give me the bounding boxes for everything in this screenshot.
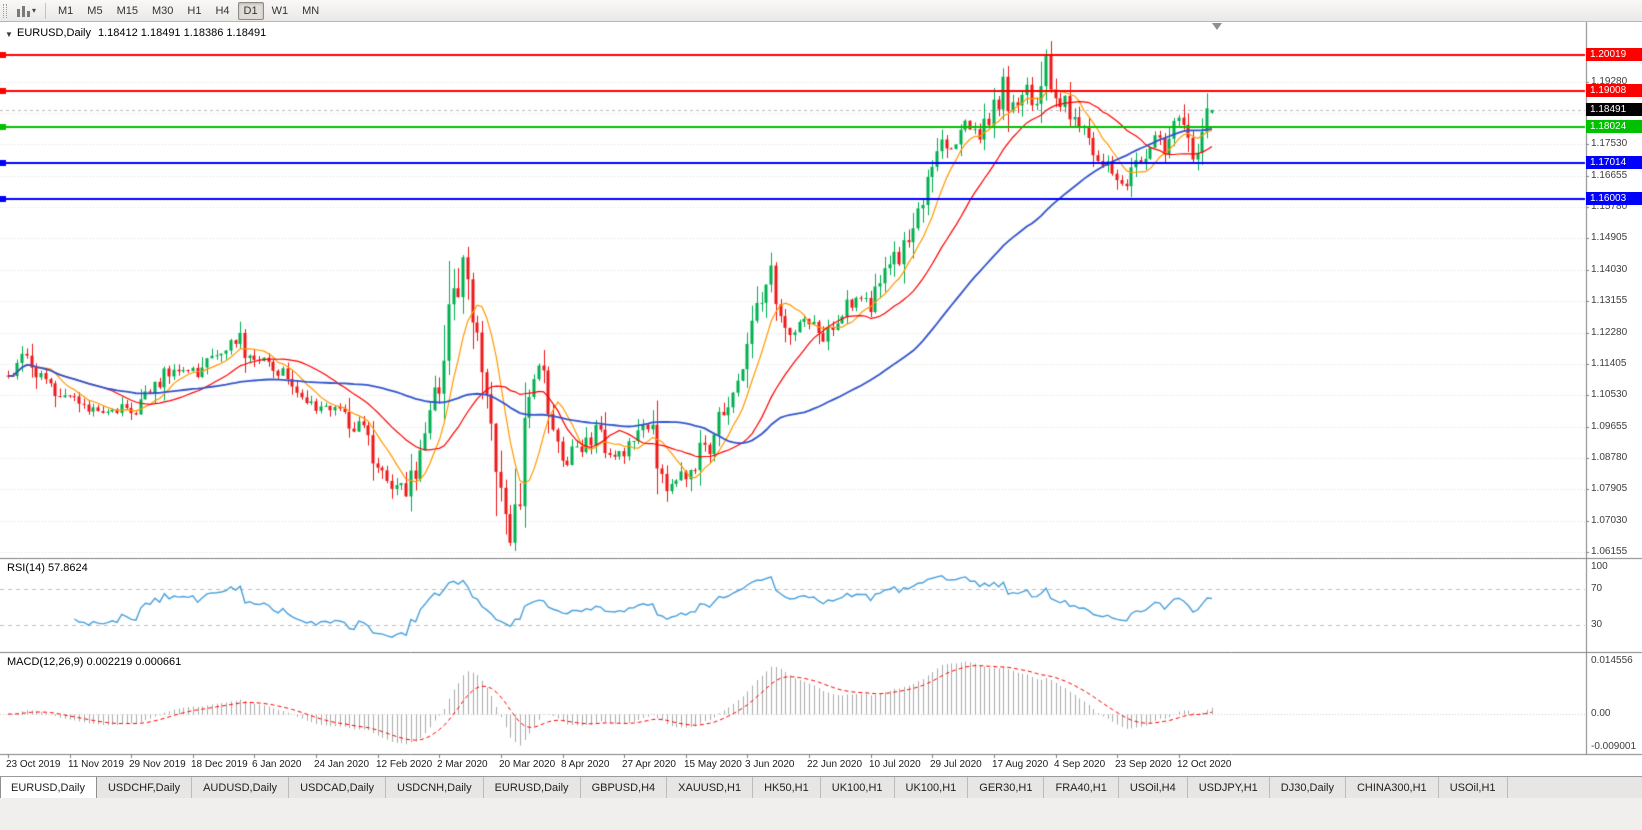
price-scale-label: 1.14905 [1591,232,1628,243]
rsi-scale-label: 100 [1591,561,1608,572]
chart-window: ▼ EURUSD,Daily 1.18412 1.18491 1.18386 1.… [0,22,1642,776]
one-click-trading-arrow-icon[interactable]: ▼ [5,30,13,39]
price-chart-canvas[interactable] [0,22,1642,776]
date-axis-label: 18 Dec 2019 [191,759,248,770]
chart-ohlc-values: 1.18412 1.18491 1.18386 1.18491 [97,27,267,39]
chart-title: EURUSD,Daily 1.18412 1.18491 1.18386 1.18… [17,27,273,39]
macd-scale-label: 0.00 [1591,708,1611,719]
bar-chart-icon [17,5,30,17]
chart-tab-ger30-h1[interactable]: GER30,H1 [968,777,1045,798]
date-axis-label: 8 Apr 2020 [561,759,610,770]
date-axis-label: 10 Jul 2020 [869,759,921,770]
date-axis-label: 29 Nov 2019 [129,759,186,770]
price-scale-label: 1.13155 [1591,295,1628,306]
period-button-D1[interactable]: D1 [237,1,264,20]
date-axis-label: 24 Jan 2020 [314,759,370,770]
chart-tab-audusd-daily[interactable]: AUDUSD,Daily [192,777,290,798]
macd-scale-label: -0.009001 [1591,741,1637,752]
date-axis-label: 11 Nov 2019 [68,759,124,770]
chart-tab-uk100-h1[interactable]: UK100,H1 [894,777,969,798]
date-axis-label: 29 Jul 2020 [930,759,982,770]
period-button-W1[interactable]: W1 [271,4,289,17]
macd-scale-label: 0.014556 [1591,655,1633,666]
price-scale-label: 1.16655 [1591,170,1628,181]
date-axis-label: 23 Oct 2019 [6,759,61,770]
chart-tab-usoil-h4[interactable]: USOil,H4 [1118,777,1188,798]
chart-tab-usdchf-daily[interactable]: USDCHF,Daily [96,777,193,798]
status-bar-area [0,798,1642,830]
date-axis-label: 2 Mar 2020 [437,759,488,770]
date-axis-label: 12 Oct 2020 [1177,759,1232,770]
date-axis-label: 15 May 2020 [684,759,742,770]
chart-tab-gbpusd-h4[interactable]: GBPUSD,H4 [580,777,668,798]
toolbar-separator [45,2,47,19]
date-axis-label: 4 Sep 2020 [1054,759,1106,770]
period-button-H1[interactable]: H1 [187,4,202,17]
chevron-down-icon: ▾ [32,6,37,15]
chart-tab-usdjpy-h1[interactable]: USDJPY,H1 [1187,777,1270,798]
chart-tab-fra40-h1[interactable]: FRA40,H1 [1044,777,1119,798]
chart-tab-uk100-h1[interactable]: UK100,H1 [820,777,895,798]
price-scale-label: 1.09655 [1591,421,1628,432]
chart-tab-china300-h1[interactable]: CHINA300,H1 [1345,777,1439,798]
price-line-badge: 1.16003 [1586,192,1642,205]
date-axis-label: 12 Feb 2020 [376,759,433,770]
chart-tab-eurusd-daily[interactable]: EURUSD,Daily [0,777,97,798]
period-button-M15[interactable]: M15 [116,4,138,17]
period-button-group: M1 M5 M15 M30 H1 H4 D1 W1 MN [51,1,326,20]
toolbar-grip-handle[interactable] [3,3,7,18]
price-scale-label: 1.07905 [1591,483,1628,494]
period-button-MN[interactable]: MN [302,4,320,17]
price-scale-label: 1.17530 [1591,138,1628,149]
period-button-M30[interactable]: M30 [151,4,174,17]
price-scale-label: 1.11405 [1591,358,1627,369]
chart-tab-xauusd-h1[interactable]: XAUUSD,H1 [667,777,754,798]
rsi-scale-label: 30 [1591,619,1603,630]
rsi-scale-label: 70 [1591,583,1603,594]
price-line-badge: 1.19008 [1586,84,1642,97]
date-axis-label: 20 Mar 2020 [499,759,556,770]
price-line-badge: 1.20019 [1586,48,1642,61]
chart-tab-dj30-daily[interactable]: DJ30,Daily [1269,777,1346,798]
chart-tabs-bar: EURUSD,Daily USDCHF,Daily AUDUSD,Daily USDC… [0,776,1642,798]
price-scale-label: 1.19280 [1591,76,1628,87]
date-axis-label: 23 Sep 2020 [1115,759,1172,770]
rsi-indicator-label: RSI(14) 57.8624 [7,562,88,574]
price-scale-label: 1.10530 [1591,389,1628,400]
current-price-badge: 1.18491 [1586,103,1642,116]
date-axis-label: 6 Jan 2020 [252,759,302,770]
period-button-H4[interactable]: H4 [215,4,230,17]
chart-tab-usdcnh-daily[interactable]: USDCNH,Daily [386,777,484,798]
date-axis-label: 17 Aug 2020 [992,759,1049,770]
price-scale-label: 1.14030 [1591,264,1628,275]
period-button-M5[interactable]: M5 [87,4,103,17]
price-scale-label: 1.06155 [1591,546,1628,557]
timeframe-toolbar: ▾ M1 M5 M15 M30 H1 H4 D1 W1 MN [0,0,1642,22]
chart-symbol-label: EURUSD,Daily [17,27,91,39]
price-scale-label: 1.15780 [1591,201,1628,212]
price-scale-label: 1.08780 [1591,452,1628,463]
chart-shift-marker[interactable] [1212,23,1222,30]
price-scale-label: 1.12280 [1591,327,1628,338]
chart-tab-usdcad-daily[interactable]: USDCAD,Daily [289,777,387,798]
date-axis-label: 27 Apr 2020 [622,759,676,770]
period-button-M1[interactable]: M1 [58,4,74,17]
date-axis-label: 3 Jun 2020 [745,759,795,770]
macd-indicator-label: MACD(12,26,9) 0.002219 0.000661 [7,656,182,668]
chart-periods-icon[interactable]: ▾ [12,2,40,20]
chart-tab-usoil-h1[interactable]: USOil,H1 [1438,777,1508,798]
price-line-badge: 1.17014 [1586,156,1642,169]
price-line-badge: 1.18024 [1586,120,1642,133]
chart-tab-hk50-h1[interactable]: HK50,H1 [753,777,821,798]
chart-tab-eurusd-daily[interactable]: EURUSD,Daily [483,777,581,798]
price-scale-label: 1.07030 [1591,515,1628,526]
date-axis-label: 22 Jun 2020 [807,759,863,770]
